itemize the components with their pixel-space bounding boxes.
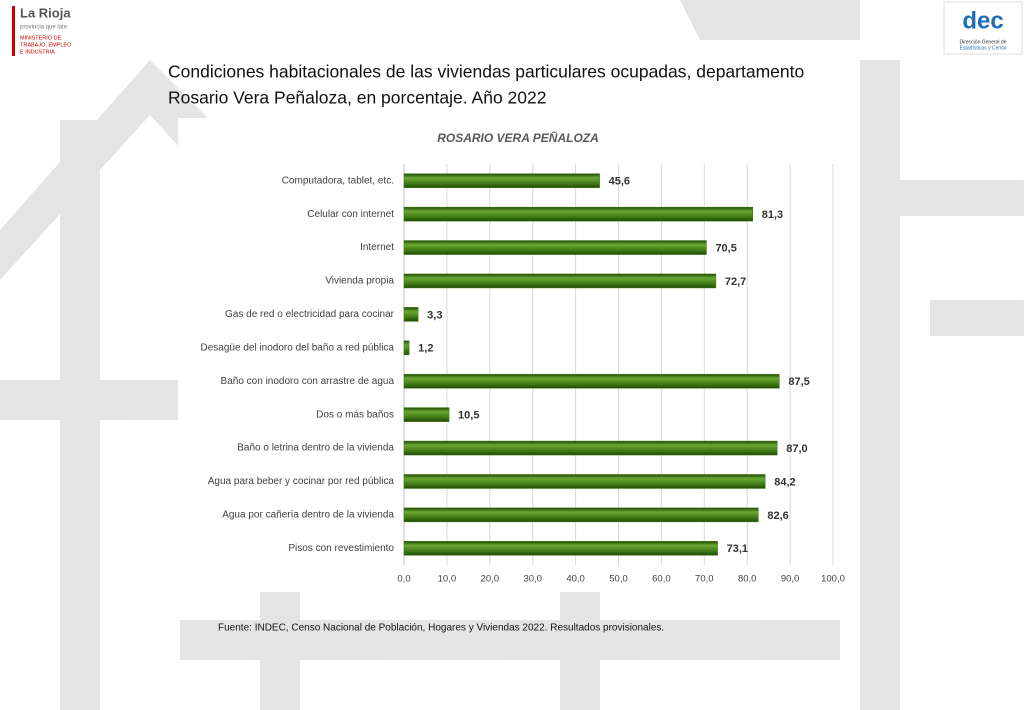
plot: 0,0 10,0 20,0 30,0 40,0 50,0 60,0 70,0 80,0 90,0 1… — [201, 164, 845, 585]
value-label: 73,1 — [727, 543, 748, 555]
bar — [403, 340, 410, 356]
x-tick-label: 0,0 — [397, 574, 410, 585]
logo-left: La Rioja — [20, 5, 71, 20]
category-label: Celular con internet — [307, 209, 394, 220]
bar — [403, 541, 718, 556]
category-label: Agua para beber y cocinar por red públic… — [208, 476, 395, 487]
value-label: 1,2 — [418, 343, 433, 355]
value-label: 70,5 — [715, 242, 736, 254]
x-tick-label: 40,0 — [566, 574, 585, 585]
category-label: Baño o letrina dentro de la vivienda — [237, 443, 394, 454]
slide-title: Condiciones habitacionales de las vivien… — [168, 62, 804, 82]
x-tick-label: 20,0 — [481, 574, 500, 585]
bar — [403, 440, 778, 456]
bar — [403, 240, 707, 255]
value-label: 87,0 — [786, 443, 807, 455]
category-label: Desagüe del inodoro del baño a red públi… — [201, 342, 395, 353]
x-tick-label: 100,0 — [821, 574, 845, 585]
x-tick-label: 70,0 — [695, 574, 714, 585]
logo-bg — [0, 0, 135, 60]
logo-right: dec — [962, 7, 1003, 34]
category-label: Gas de red o electricidad para cocinar — [225, 309, 395, 320]
value-label: 82,6 — [767, 510, 788, 522]
bar — [403, 373, 780, 389]
bar — [403, 173, 600, 188]
value-label: 84,2 — [774, 476, 795, 488]
category-label: Dos o más baños — [316, 409, 394, 420]
category-label: Computadora, tablet, etc. — [282, 175, 394, 186]
x-tick-label: 10,0 — [438, 574, 457, 585]
category-label: Pisos con revestimiento — [288, 543, 394, 554]
ministry: E INDUSTRIA — [20, 49, 55, 55]
value-label: 81,3 — [762, 209, 783, 221]
slide-title: Rosario Vera Peñaloza, en porcentaje. Añ… — [168, 88, 546, 108]
ministry: TRABAJO, EMPLEO — [20, 42, 72, 48]
bar — [403, 273, 717, 289]
x-tick-label: 30,0 — [523, 574, 542, 585]
chart-subtitle: ROSARIO VERA PEÑALOZA — [437, 130, 599, 145]
value-label: 87,5 — [788, 376, 809, 388]
category-label: Internet — [360, 242, 394, 253]
source-note: Fuente: INDEC, Censo Nacional de Poblaci… — [218, 623, 664, 634]
category-label: Baño con inodoro con arrastre de agua — [221, 376, 395, 387]
category-label: Agua por cañería dentro de la vivienda — [222, 510, 394, 521]
x-tick-label: 60,0 — [652, 574, 671, 585]
logo-caption: Dirección General de — [960, 39, 1007, 45]
bar — [403, 474, 766, 489]
bar — [403, 407, 450, 422]
value-label: 3,3 — [427, 309, 442, 321]
value-label: 72,7 — [725, 276, 746, 288]
bar — [403, 206, 754, 222]
logo-right-bg — [943, 1, 1023, 55]
logo-caption: Estadísticas y Censo — [960, 45, 1007, 51]
bar — [403, 507, 759, 523]
x-tick-label: 80,0 — [738, 574, 757, 585]
logo-bar — [12, 6, 15, 56]
ministry: MINISTERIO DE — [20, 35, 62, 41]
value-label: 10,5 — [458, 410, 479, 422]
x-tick-label: 90,0 — [781, 574, 800, 585]
logo-tagline: provincia que late — [20, 25, 68, 31]
x-tick-label: 50,0 — [609, 574, 628, 585]
value-label: 45,6 — [609, 176, 630, 188]
category-label: Vivienda propia — [325, 276, 394, 287]
bar — [403, 307, 419, 322]
